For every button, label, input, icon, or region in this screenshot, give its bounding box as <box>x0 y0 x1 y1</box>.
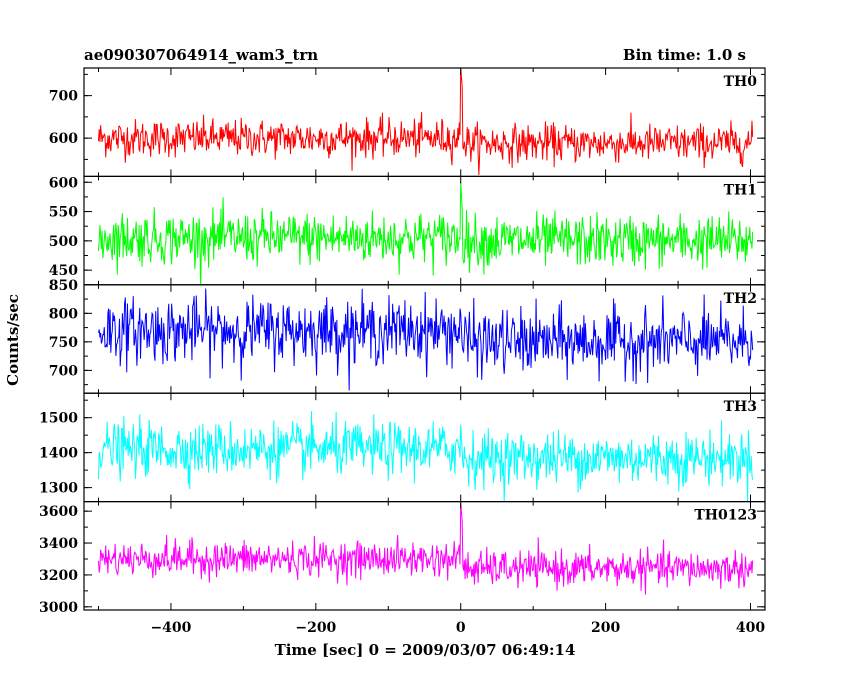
panel-th2: 700 750 800 850 TH2 <box>49 278 766 394</box>
y-tick-label: 750 <box>49 335 78 351</box>
y-tick-label: 1500 <box>39 411 78 427</box>
series-line-th1 <box>97 182 754 285</box>
y-tick-label: 700 <box>49 363 78 379</box>
y-tick-label: 3600 <box>39 504 78 520</box>
y-tick-label: 800 <box>49 306 78 322</box>
panel-frame <box>83 392 766 503</box>
x-axis-label: Time [sec] 0 = 2009/03/07 06:49:14 <box>275 641 576 659</box>
y-axis-label: Counts/sec <box>4 294 22 386</box>
x-tick-label: −200 <box>295 620 336 636</box>
y-tick-label: 600 <box>49 175 78 191</box>
y-tick-label: 850 <box>49 278 78 294</box>
chart-title: ae090307064914_wam3_trn <box>84 46 318 64</box>
series-line-th2 <box>98 288 754 391</box>
series-line-th0 <box>97 68 754 175</box>
y-tick-label: 3400 <box>39 536 78 552</box>
chart-subtitle: Bin time: 1.0 s <box>623 46 746 64</box>
y-tick-label: 550 <box>49 205 78 221</box>
series-line-th3 <box>97 411 754 502</box>
y-tick-label: 500 <box>49 234 78 250</box>
y-tick-label: 1400 <box>39 446 78 462</box>
panel-frame <box>83 67 766 178</box>
panel-label: TH1 <box>724 182 757 198</box>
panel-th0123: 3000 3200 3400 3600 TH0123 <box>39 501 766 616</box>
panel-label: TH0 <box>724 74 758 90</box>
x-tick-label: −400 <box>150 620 191 636</box>
x-tick-label: 200 <box>591 620 620 636</box>
x-axis: −400 −200 0 200 400 <box>150 620 765 636</box>
y-tick-label: 3000 <box>39 600 78 616</box>
series-line-th0123 <box>97 503 754 595</box>
y-tick-label: 3200 <box>39 568 78 584</box>
y-tick-label: 700 <box>49 89 78 105</box>
panel-th3: 1300 1400 1500 TH3 <box>39 392 766 503</box>
panel-label: TH0123 <box>694 508 757 524</box>
x-tick-label: 0 <box>456 620 466 636</box>
panel-frame <box>83 501 766 611</box>
panel-th0: 600 700 TH0 <box>49 67 766 178</box>
x-tick-label: 400 <box>736 620 765 636</box>
y-tick-label: 1300 <box>39 481 78 497</box>
panel-th1: 450 500 550 600 TH1 <box>49 175 766 286</box>
y-tick-label: 600 <box>49 131 78 147</box>
panel-label: TH3 <box>724 399 757 415</box>
y-tick-label: 450 <box>49 263 78 279</box>
panel-label: TH2 <box>724 291 757 307</box>
panels: 600 700 TH0 450 500 550 600 TH1 700 750 800 850 TH2 1… <box>39 67 766 616</box>
